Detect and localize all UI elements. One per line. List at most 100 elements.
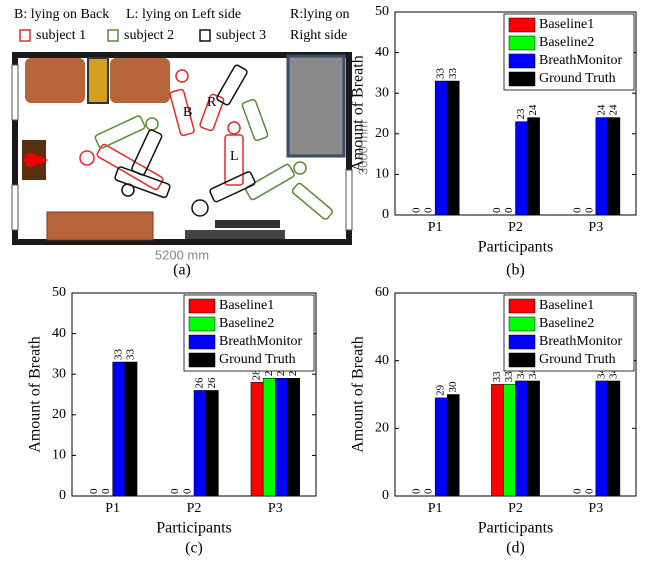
legend-text: Baseline1 <box>539 298 594 313</box>
caption: (c) <box>185 540 203 557</box>
y-tick-label: 20 <box>52 407 66 422</box>
bar <box>491 384 504 497</box>
y-tick-label: 60 <box>375 285 389 300</box>
y-tick-label: 50 <box>52 285 66 300</box>
pose-letter: L <box>230 149 239 164</box>
x-tick-label: P2 <box>508 501 523 516</box>
y-axis-label: Amount of Breath <box>350 336 367 452</box>
value-label: 33 <box>503 371 515 382</box>
value-label: 33 <box>435 68 447 80</box>
value-label: 24 <box>527 104 539 116</box>
legend-text: R:lying on <box>290 7 350 22</box>
value-label: 0 <box>411 488 423 494</box>
legend-swatch <box>188 352 216 368</box>
legend-swatch <box>188 298 216 314</box>
x-tick-label: P3 <box>588 501 603 516</box>
legend-swatch <box>508 316 536 332</box>
bar <box>434 397 448 497</box>
bar <box>262 378 276 497</box>
value-label: 0 <box>88 488 100 494</box>
value-label: 24 <box>595 104 607 116</box>
x-axis-label: Participants <box>478 520 554 537</box>
value-label: 0 <box>169 488 181 494</box>
legend-text: subject 2 <box>124 28 174 43</box>
legend-text: BreathMonitor <box>219 334 303 349</box>
value-label: 26 <box>194 377 206 389</box>
legend-swatch <box>508 334 536 350</box>
legend-text: Right side <box>290 28 347 43</box>
y-tick-label: 30 <box>52 366 66 381</box>
value-label: 34 <box>595 367 607 379</box>
window <box>11 64 19 121</box>
value-label: 30 <box>447 381 459 393</box>
rug <box>286 54 346 158</box>
bar <box>595 380 609 497</box>
x-tick-label: P1 <box>428 220 443 235</box>
value-label: 0 <box>583 488 595 494</box>
bar <box>446 80 460 216</box>
value-label: 0 <box>571 488 583 494</box>
bar <box>434 80 448 216</box>
legend-text: BreathMonitor <box>539 53 623 68</box>
legend-text: Ground Truth <box>219 352 296 367</box>
x-tick-label: P3 <box>588 220 603 235</box>
subject-legend: subject 1 subject 2 subject 3 <box>19 28 266 43</box>
caption: (b) <box>506 262 525 279</box>
value-label: 0 <box>181 488 193 494</box>
bar <box>275 378 288 497</box>
step <box>185 230 285 239</box>
y-tick-label: 0 <box>59 488 66 503</box>
y-tick-label: 40 <box>375 353 389 368</box>
legend-swatch <box>188 334 216 350</box>
window <box>11 184 19 231</box>
legend-text: Baseline1 <box>539 17 594 32</box>
value-label: 28 <box>251 369 263 381</box>
legend-text: Ground Truth <box>539 71 616 86</box>
value-label: 0 <box>423 488 435 494</box>
caption: (a) <box>173 262 191 279</box>
legend-swatch <box>508 53 536 69</box>
value-label: 33 <box>447 68 459 80</box>
legend-text: B: lying on Back <box>14 7 109 22</box>
width-label: 5200 mm <box>155 247 209 262</box>
y-axis-label: Amount of Breath <box>27 336 44 452</box>
bar <box>527 380 540 497</box>
bar <box>287 378 300 497</box>
y-tick-label: 40 <box>375 45 389 60</box>
legend-swatch <box>199 29 211 42</box>
subject-3-poses <box>114 64 256 217</box>
value-label: 34 <box>515 367 527 379</box>
floor-plan: B L R <box>11 52 353 245</box>
cabinet <box>87 57 109 104</box>
step <box>215 220 280 228</box>
sofa <box>46 211 154 241</box>
subject-1-poses <box>79 69 244 191</box>
legend-swatch <box>508 352 536 368</box>
value-label: 0 <box>583 207 595 213</box>
legend-swatch <box>107 29 119 42</box>
sofa <box>25 58 85 103</box>
value-label: 29 <box>435 384 447 396</box>
sofa <box>110 58 170 103</box>
bar <box>503 384 516 497</box>
x-axis-label: Participants <box>156 520 232 537</box>
bar <box>193 390 207 497</box>
value-label: 24 <box>607 104 619 116</box>
bar <box>112 361 126 497</box>
value-label: 0 <box>411 207 423 213</box>
value-label: 26 <box>206 377 218 389</box>
value-label: 33 <box>124 349 136 361</box>
legend-text: Baseline2 <box>539 35 594 50</box>
value-label: 0 <box>491 207 503 213</box>
legend-text: Baseline2 <box>219 316 274 331</box>
legend-text: subject 3 <box>216 28 266 43</box>
value-label: 0 <box>100 488 112 494</box>
caption: (d) <box>506 540 525 557</box>
legend-swatch <box>508 17 536 33</box>
value-label: 0 <box>503 207 515 213</box>
value-label: 33 <box>112 349 124 361</box>
pose-letter: B <box>183 105 192 120</box>
bar <box>205 390 219 497</box>
x-tick-label: P3 <box>268 501 283 516</box>
